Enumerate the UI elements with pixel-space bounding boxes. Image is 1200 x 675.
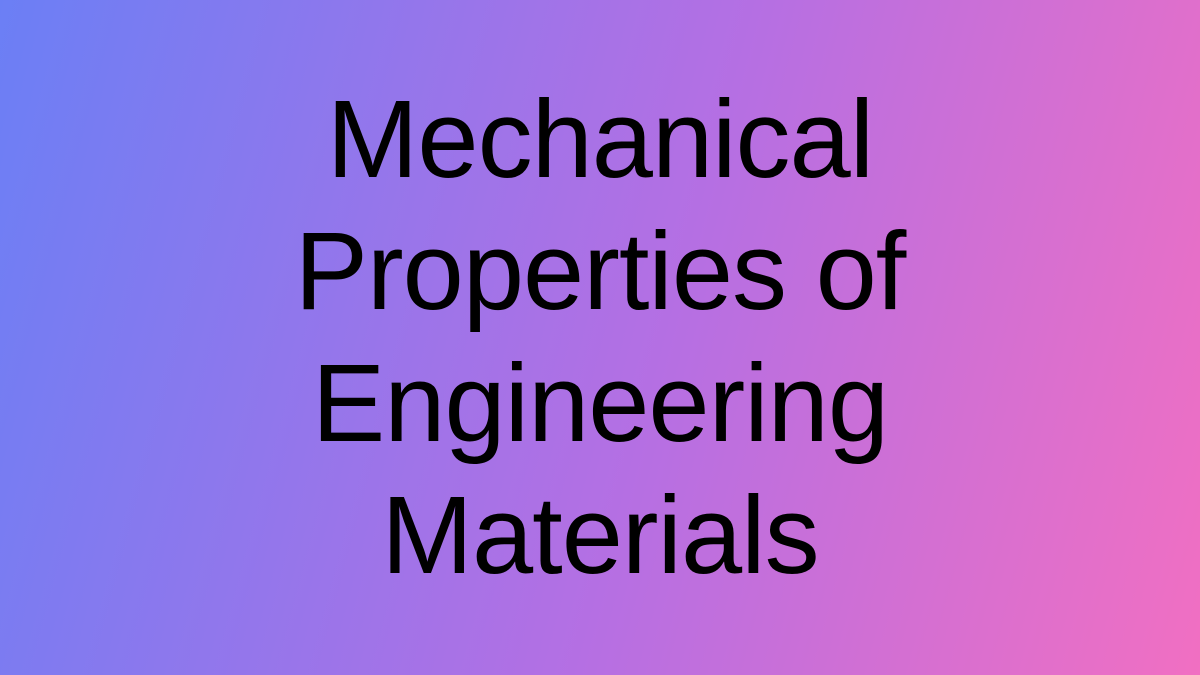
title-line-4: Materials [381,474,818,597]
title-line-1: Mechanical [327,78,873,201]
title-line-3: Engineering [312,342,888,465]
gradient-container: Mechanical Properties of Engineering Mat… [0,0,1200,675]
title-line-2: Properties of [295,210,906,333]
main-title: Mechanical Properties of Engineering Mat… [295,74,906,602]
